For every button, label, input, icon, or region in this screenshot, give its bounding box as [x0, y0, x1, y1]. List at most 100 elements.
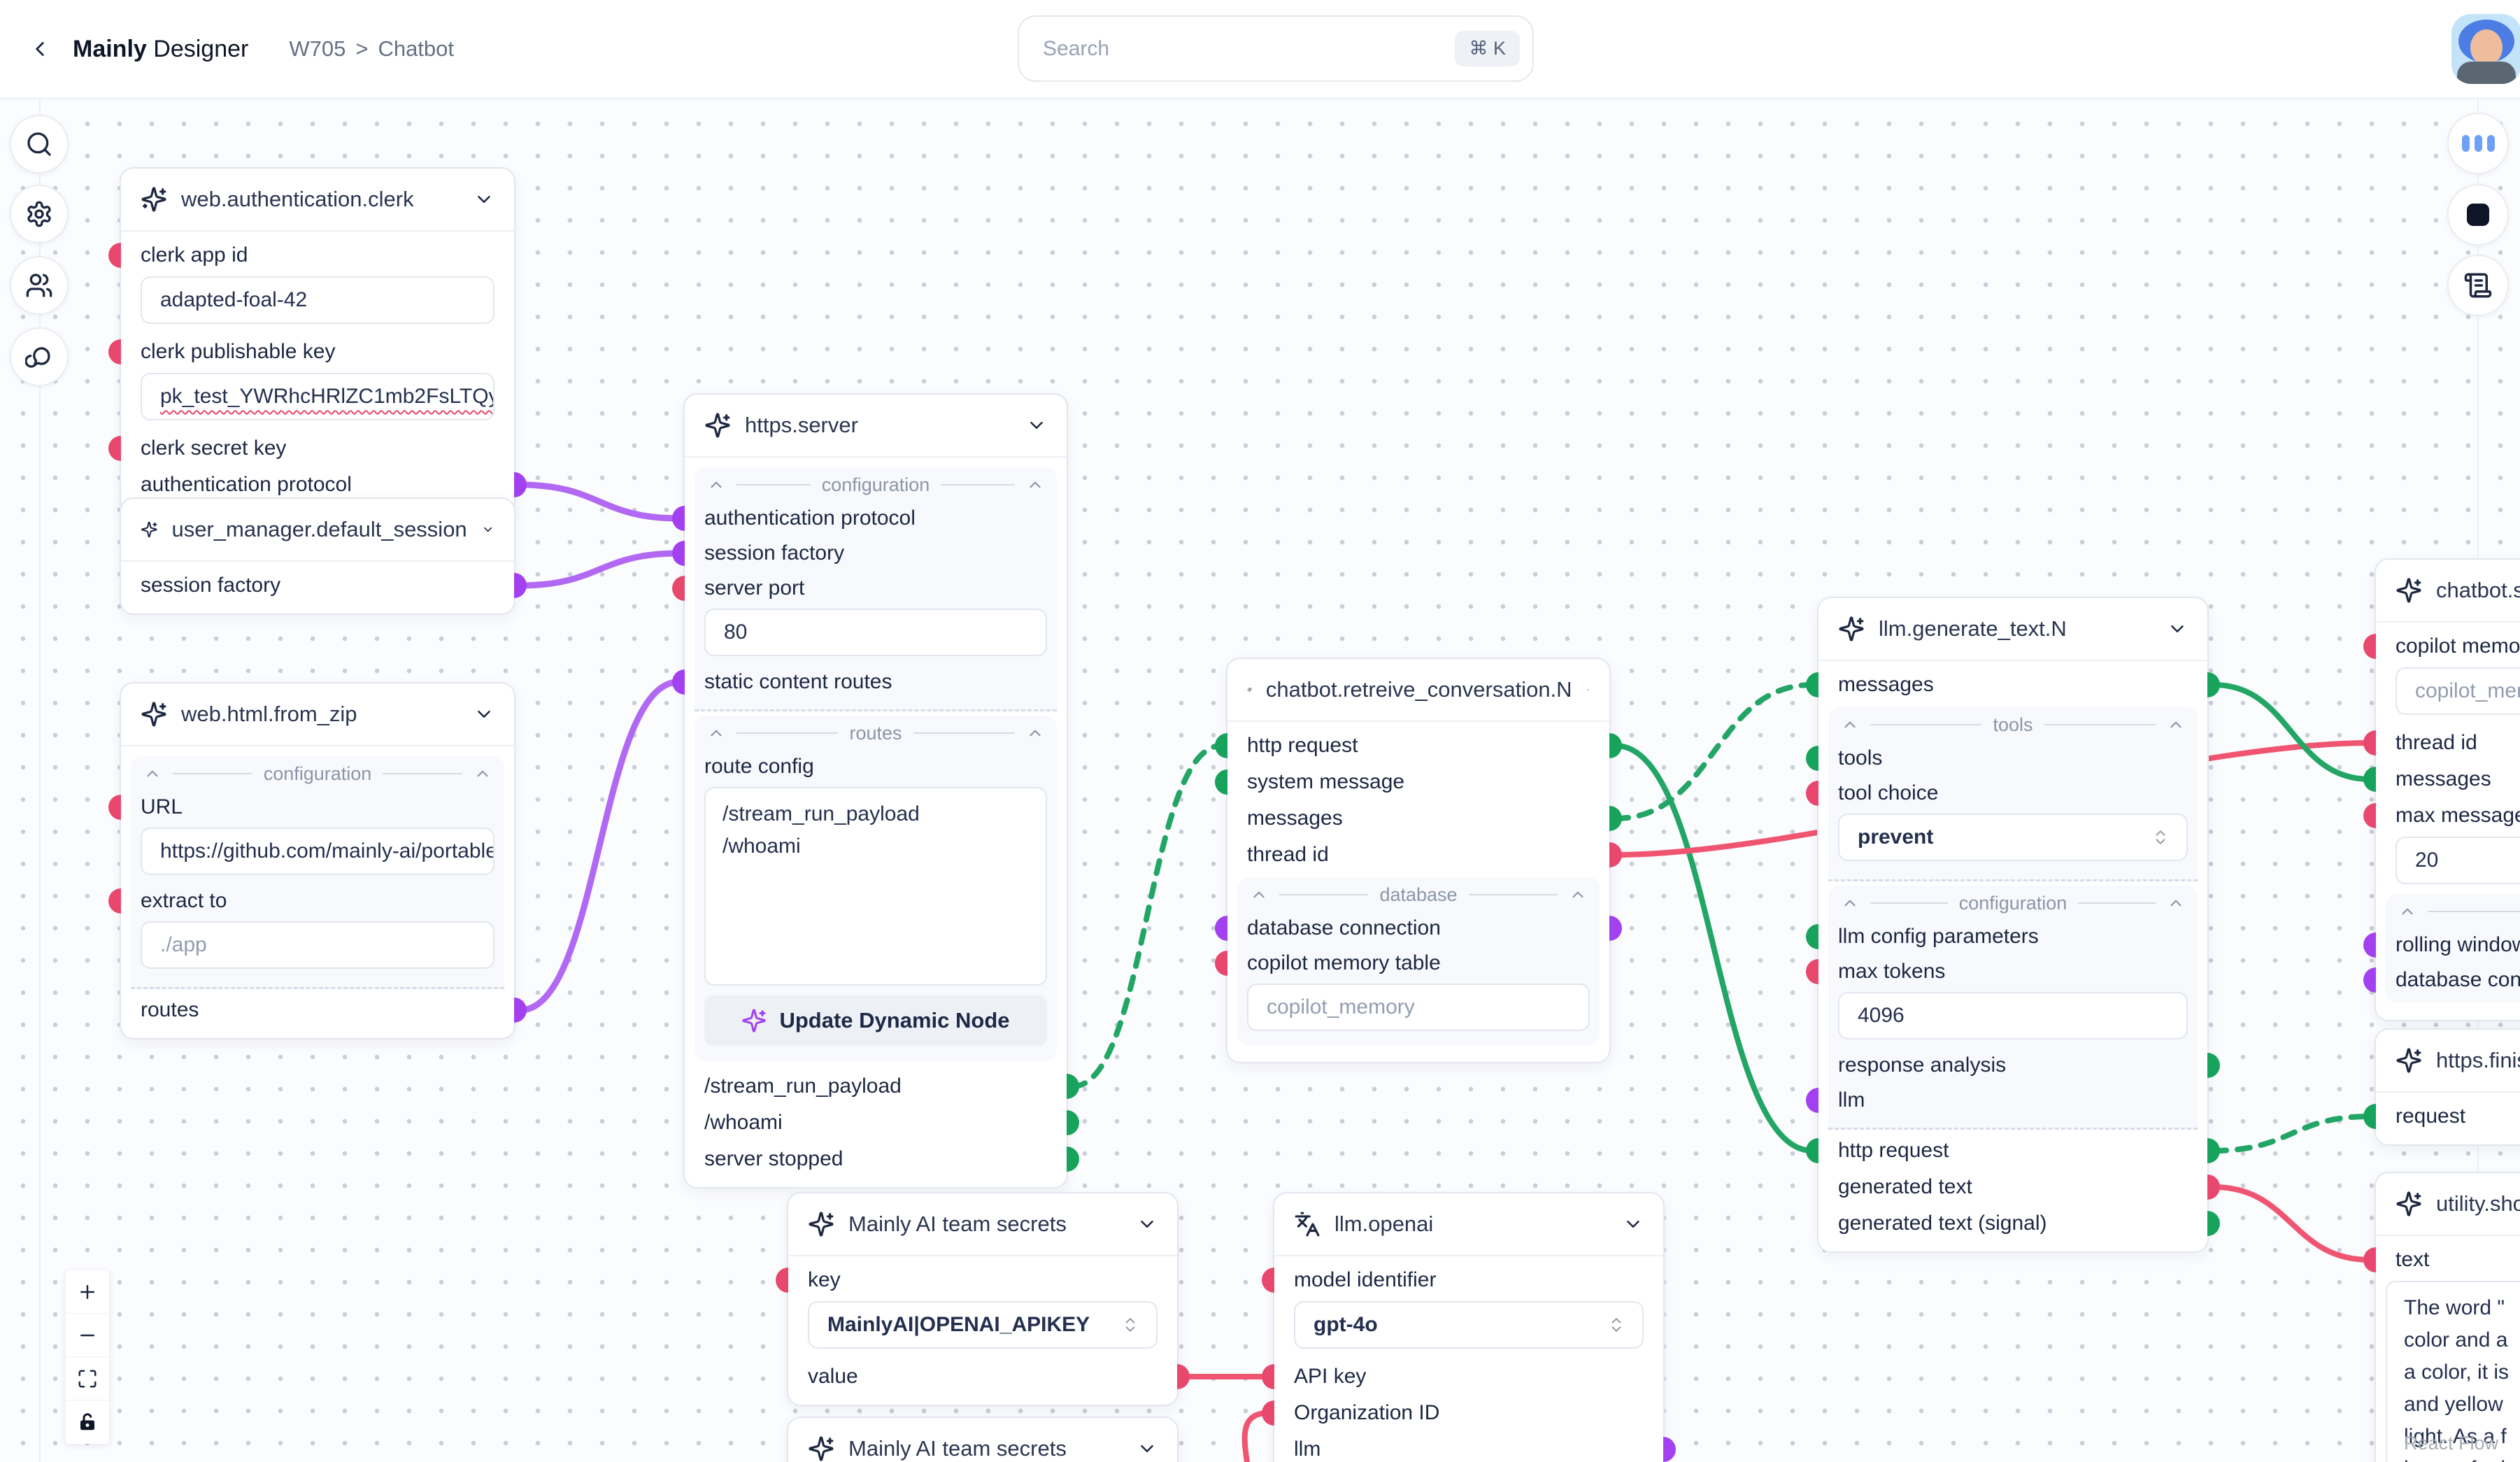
node-team-secrets-2[interactable]: Mainly AI team secrets key	[787, 1417, 1179, 1462]
node-header[interactable]: llm.generate_text.N	[1818, 598, 2207, 661]
stop-button[interactable]	[2447, 184, 2509, 246]
max-messages-field[interactable]: 20	[2396, 837, 2520, 884]
chevron-up-icon[interactable]	[1026, 724, 1044, 742]
breadcrumb[interactable]: W705 > Chatbot	[289, 36, 454, 62]
input-handle[interactable]	[2363, 634, 2376, 659]
node-llm-generate-text[interactable]: llm.generate_text.N messages tools tools…	[1806, 597, 2220, 1253]
zoom-in-button[interactable]	[66, 1270, 109, 1314]
chevron-up-icon[interactable]	[1841, 894, 1859, 912]
tool-choice-select[interactable]: prevent	[1838, 814, 2188, 861]
node-header[interactable]: Mainly AI team secrets	[788, 1193, 1177, 1256]
port-row: rolling window	[2363, 928, 2520, 963]
sidebar-item-search[interactable]	[10, 115, 69, 173]
node-header[interactable]: chatbot.s	[2376, 560, 2520, 623]
lock-toggle-button[interactable]	[66, 1400, 109, 1444]
chevron-down-icon[interactable]	[481, 519, 494, 540]
port-label: generated text	[1838, 1175, 1972, 1198]
text-output-textarea[interactable]: The word " color and a a color, it is an…	[2386, 1281, 2520, 1462]
secret-key-select[interactable]: MainlyAI|OPENAI_APIKEY	[808, 1301, 1158, 1349]
node-header[interactable]: web.authentication.clerk	[121, 169, 514, 232]
node-https-finish[interactable]: https.finis request	[2363, 1028, 2520, 1146]
input-handle[interactable]	[108, 243, 121, 268]
input-handle[interactable]	[108, 795, 121, 820]
sparkles-icon	[141, 702, 166, 727]
chevron-down-icon[interactable]	[1026, 415, 1047, 436]
chevron-down-icon[interactable]	[474, 704, 494, 725]
input-handle[interactable]	[1262, 1268, 1274, 1293]
node-header[interactable]: user_manager.default_session	[121, 499, 514, 562]
breadcrumb-workspace[interactable]: W705	[289, 36, 346, 61]
route-config-textarea[interactable]: /stream_run_payload /whoami	[704, 787, 1047, 986]
node-header[interactable]: https.finis	[2376, 1030, 2520, 1093]
model-identifier-select[interactable]: gpt-4o	[1294, 1301, 1644, 1349]
back-button[interactable]	[28, 37, 52, 61]
copilot-memory-table-field[interactable]: copilot_memory	[2396, 667, 2520, 715]
input-handle[interactable]	[108, 436, 121, 461]
chevron-up-icon[interactable]	[1026, 476, 1044, 494]
chevron-up-icon[interactable]	[707, 476, 725, 494]
server-port-field[interactable]: 80	[704, 609, 1047, 656]
update-dynamic-node-button[interactable]: Update Dynamic Node	[704, 995, 1047, 1046]
chevron-up-icon[interactable]	[1569, 886, 1587, 904]
input-handle[interactable]	[776, 1268, 788, 1293]
node-chatbot-retreive-conversation[interactable]: chatbot.retreive_conversation.N http req…	[1215, 658, 1622, 1063]
node-header[interactable]: utility.sho	[2376, 1173, 2520, 1236]
chevron-up-icon[interactable]	[2167, 894, 2185, 912]
node-web-html-from-zip[interactable]: web.html.from_zip configuration URL http…	[108, 682, 527, 1039]
chevron-up-icon[interactable]	[1250, 886, 1268, 904]
port-label: text	[2396, 1248, 2430, 1271]
chevron-down-icon[interactable]	[474, 189, 494, 210]
node-chatbot-summarize[interactable]: chatbot.s copilot memory table copilot_m…	[2363, 558, 2520, 1021]
node-header[interactable]: llm.openai	[1274, 1193, 1663, 1256]
sparkles-icon	[1247, 687, 1252, 693]
node-llm-openai[interactable]: llm.openai model identifier gpt-4o API k…	[1262, 1192, 1676, 1462]
react-flow-attribution[interactable]: React Flow	[2404, 1433, 2499, 1454]
search-input[interactable]: Search ⌘ K	[1018, 15, 1534, 82]
run-status-button[interactable]	[2447, 113, 2509, 174]
output-handle[interactable]	[1067, 1147, 1079, 1172]
chevron-up-icon[interactable]	[2398, 902, 2416, 921]
url-field[interactable]: https://github.com/mainly-ai/portable-	[141, 828, 494, 875]
node-web-authentication-clerk[interactable]: web.authentication.clerk clerk app id ad…	[108, 167, 527, 514]
input-handle[interactable]	[108, 888, 121, 914]
sidebar-item-chat[interactable]	[10, 327, 69, 386]
clerk-publishable-key-field[interactable]: pk_test_YWRhcHRlZC1mb2FsLTQyLm	[141, 373, 494, 420]
chevron-up-icon[interactable]	[474, 765, 492, 783]
sidebar-item-settings[interactable]	[10, 185, 69, 243]
chevron-down-icon[interactable]	[1137, 1438, 1158, 1459]
node-header[interactable]: Mainly AI team secrets	[788, 1418, 1177, 1462]
node-header[interactable]: web.html.from_zip	[121, 683, 514, 746]
chevron-up-icon[interactable]	[2167, 716, 2185, 734]
node-header[interactable]: https.server	[685, 395, 1067, 457]
input-handle[interactable]	[2363, 932, 2376, 958]
node-utility-show[interactable]: utility.sho text The word " color and a …	[2363, 1172, 2520, 1462]
node-user-manager-default-session[interactable]: user_manager.default_session session fac…	[120, 497, 527, 615]
port-row: http request	[1215, 728, 1622, 764]
input-handle[interactable]	[2363, 967, 2376, 993]
clerk-app-id-field[interactable]: adapted-foal-42	[141, 276, 494, 324]
node-https-server[interactable]: https.server configuration authenticatio…	[672, 393, 1079, 1188]
chevron-down-icon[interactable]	[1137, 1214, 1158, 1235]
fit-view-button[interactable]	[66, 1357, 109, 1400]
max-tokens-field[interactable]: 4096	[1838, 992, 2188, 1039]
extract-to-field[interactable]: ./app	[141, 921, 494, 969]
node-header[interactable]: chatbot.retreive_conversation.N	[1227, 659, 1609, 722]
sidebar-item-users[interactable]	[10, 256, 69, 315]
node-team-secrets-1[interactable]: Mainly AI team secrets key MainlyAI|OPEN…	[776, 1192, 1190, 1406]
output-handle[interactable]	[2207, 1053, 2220, 1078]
chevron-down-icon[interactable]	[1623, 1214, 1644, 1235]
port-label: messages	[1247, 807, 1343, 830]
input-handle[interactable]	[108, 339, 121, 364]
output-handle[interactable]	[1067, 1110, 1079, 1135]
logs-button[interactable]	[2447, 255, 2509, 316]
chevron-down-icon[interactable]	[1586, 679, 1590, 700]
chevron-up-icon[interactable]	[707, 724, 725, 742]
chevron-up-icon[interactable]	[143, 765, 162, 783]
port-row: value	[788, 1358, 1190, 1395]
copilot-memory-table-field[interactable]: copilot_memory	[1247, 984, 1590, 1031]
zoom-out-button[interactable]	[66, 1314, 109, 1357]
avatar[interactable]	[2451, 14, 2520, 84]
output-handle[interactable]	[1663, 1437, 1676, 1462]
chevron-down-icon[interactable]	[2167, 618, 2188, 639]
chevron-up-icon[interactable]	[1841, 716, 1859, 734]
